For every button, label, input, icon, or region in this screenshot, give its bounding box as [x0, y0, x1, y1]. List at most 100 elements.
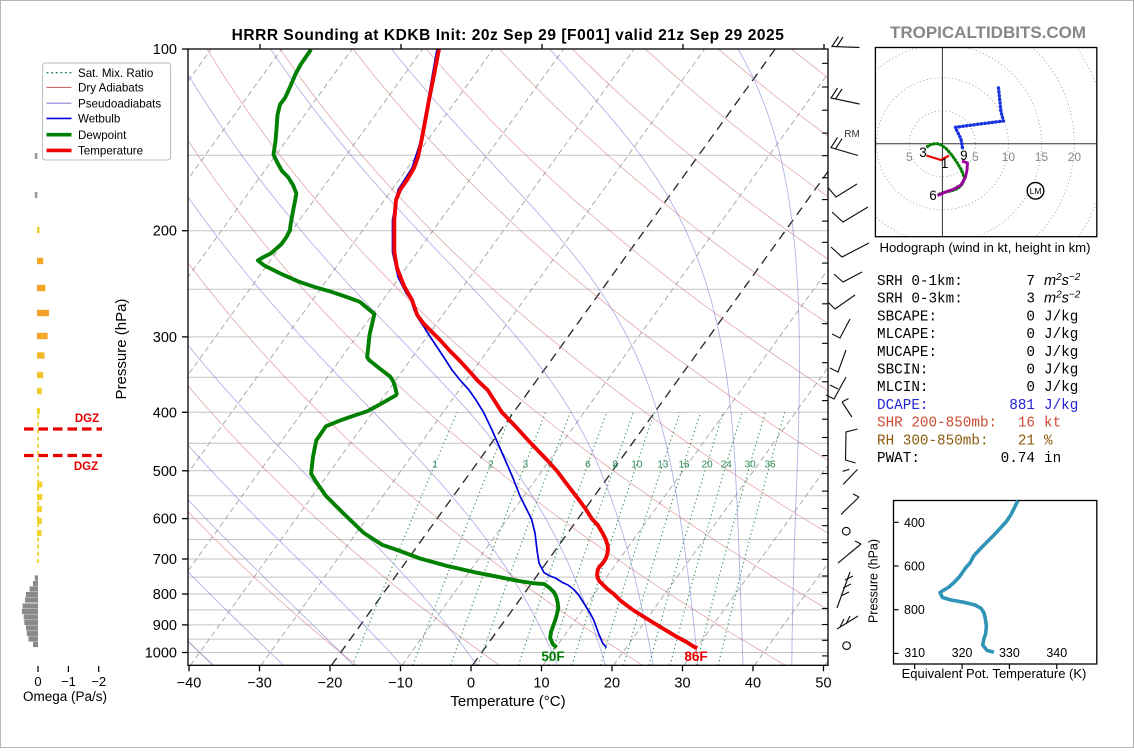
svg-text:J/kg: J/kg	[1044, 398, 1078, 414]
svg-text:Pseudoadiabats: Pseudoadiabats	[78, 97, 161, 110]
svg-text:1000: 1000	[145, 646, 177, 662]
svg-text:6: 6	[585, 459, 591, 470]
svg-text:600: 600	[904, 560, 925, 574]
svg-text:200: 200	[153, 224, 177, 240]
svg-text:30: 30	[745, 459, 757, 470]
svg-text:Omega (Pa/s): Omega (Pa/s)	[23, 689, 107, 704]
svg-text:HRRR Sounding at KDKB Init: 20: HRRR Sounding at KDKB Init: 20z Sep 29 […	[232, 27, 785, 44]
svg-text:50F: 50F	[541, 649, 564, 664]
svg-text:16: 16	[1018, 416, 1035, 432]
svg-text:0: 0	[1026, 309, 1035, 325]
svg-text:Hodograph (wind in kt, height: Hodograph (wind in kt, height in km)	[879, 240, 1090, 255]
svg-text:J/kg: J/kg	[1044, 345, 1078, 361]
svg-text:Equivalent Pot. Temperature (K: Equivalent Pot. Temperature (K)	[902, 666, 1087, 681]
svg-text:500: 500	[153, 464, 177, 480]
svg-text:Wetbulb: Wetbulb	[78, 113, 120, 126]
svg-text:21: 21	[1018, 433, 1035, 449]
svg-text:310: 310	[904, 646, 925, 660]
svg-text:20: 20	[702, 459, 714, 470]
svg-text:800: 800	[153, 587, 177, 603]
svg-text:Temperature (°C): Temperature (°C)	[450, 693, 565, 710]
svg-text:320: 320	[952, 646, 973, 660]
svg-text:15: 15	[1035, 150, 1049, 164]
svg-text:J/kg: J/kg	[1044, 327, 1078, 343]
svg-text:SRH 0-1km:: SRH 0-1km:	[877, 274, 963, 290]
svg-text:6: 6	[929, 188, 937, 203]
svg-text:DCAPE:: DCAPE:	[877, 398, 928, 414]
svg-text:0: 0	[1026, 380, 1035, 396]
svg-text:7: 7	[1026, 274, 1035, 290]
svg-text:5: 5	[906, 150, 913, 164]
svg-text:−1: −1	[61, 674, 76, 689]
svg-text:86F: 86F	[684, 649, 707, 664]
svg-text:900: 900	[153, 618, 177, 634]
svg-text:0: 0	[467, 675, 475, 691]
svg-text:100: 100	[153, 42, 177, 58]
svg-text:0: 0	[34, 674, 41, 689]
svg-text:50: 50	[815, 675, 831, 691]
svg-text:MLCIN:: MLCIN:	[877, 380, 928, 396]
svg-text:20: 20	[1068, 150, 1082, 164]
svg-text:1: 1	[432, 459, 438, 470]
svg-text:TROPICALTIDBITS.COM: TROPICALTIDBITS.COM	[890, 23, 1086, 42]
svg-text:MLCAPE:: MLCAPE:	[877, 327, 937, 343]
svg-text:600: 600	[153, 512, 177, 528]
svg-text:3: 3	[1026, 292, 1035, 308]
svg-text:800: 800	[904, 603, 925, 617]
svg-text:in: in	[1044, 451, 1061, 467]
svg-text:SHR 200-850mb:: SHR 200-850mb:	[877, 416, 997, 432]
svg-text:400: 400	[153, 405, 177, 421]
svg-text:9: 9	[960, 148, 968, 163]
svg-text:Pressure (hPa): Pressure (hPa)	[113, 299, 130, 400]
svg-text:5: 5	[972, 150, 979, 164]
svg-text:0: 0	[1026, 363, 1035, 379]
svg-text:%: %	[1044, 433, 1053, 449]
svg-text:3: 3	[919, 145, 927, 160]
svg-text:Pressure (hPa): Pressure (hPa)	[867, 539, 881, 623]
svg-text:−40: −40	[177, 675, 202, 691]
svg-text:0.74: 0.74	[1001, 451, 1035, 467]
svg-text:881: 881	[1009, 398, 1035, 414]
svg-text:−2: −2	[91, 674, 106, 689]
svg-text:RH 300-850mb:: RH 300-850mb:	[877, 433, 989, 449]
svg-text:10: 10	[533, 675, 549, 691]
svg-text:SRH 0-3km:: SRH 0-3km:	[877, 292, 963, 308]
svg-text:−20: −20	[318, 675, 343, 691]
svg-text:20: 20	[604, 675, 620, 691]
svg-text:330: 330	[999, 646, 1020, 660]
svg-text:24: 24	[721, 459, 733, 470]
svg-text:10: 10	[631, 459, 643, 470]
svg-text:Sat. Mix. Ratio: Sat. Mix. Ratio	[78, 67, 153, 80]
svg-text:10: 10	[1002, 150, 1016, 164]
svg-text:16: 16	[678, 459, 690, 470]
svg-text:300: 300	[153, 330, 177, 346]
svg-text:400: 400	[904, 516, 925, 530]
svg-text:RM: RM	[844, 129, 860, 140]
svg-text:J/kg: J/kg	[1044, 363, 1078, 379]
svg-text:SBCIN:: SBCIN:	[877, 363, 928, 379]
svg-text:1: 1	[941, 156, 949, 171]
svg-text:kt: kt	[1044, 416, 1061, 432]
svg-text:30: 30	[674, 675, 690, 691]
svg-text:340: 340	[1046, 646, 1067, 660]
svg-text:700: 700	[153, 552, 177, 568]
svg-text:36: 36	[764, 459, 776, 470]
svg-text:2: 2	[488, 459, 494, 470]
svg-text:DGZ: DGZ	[74, 461, 98, 473]
svg-text:DGZ: DGZ	[75, 413, 99, 425]
svg-text:8: 8	[612, 459, 618, 470]
svg-text:Dry Adiabats: Dry Adiabats	[78, 82, 144, 95]
svg-text:−30: −30	[247, 675, 272, 691]
svg-text:J/kg: J/kg	[1044, 380, 1078, 396]
svg-text:−10: −10	[388, 675, 413, 691]
svg-text:LM: LM	[1030, 186, 1042, 196]
svg-text:13: 13	[657, 459, 669, 470]
svg-text:3: 3	[523, 459, 529, 470]
svg-text:Dewpoint: Dewpoint	[78, 129, 127, 142]
svg-text:J/kg: J/kg	[1044, 309, 1078, 325]
svg-text:Temperature: Temperature	[78, 145, 143, 158]
svg-text:MUCAPE:: MUCAPE:	[877, 345, 937, 361]
svg-text:0: 0	[1026, 345, 1035, 361]
svg-text:0: 0	[1026, 327, 1035, 343]
svg-text:40: 40	[745, 675, 761, 691]
